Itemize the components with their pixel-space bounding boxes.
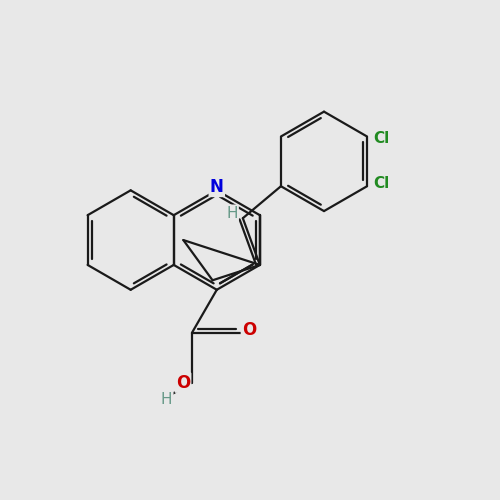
- Text: H: H: [226, 206, 237, 220]
- Text: O: O: [242, 322, 256, 340]
- Text: O: O: [176, 374, 190, 392]
- Text: N: N: [210, 178, 224, 196]
- Text: Cl: Cl: [373, 132, 389, 146]
- Text: Cl: Cl: [373, 176, 389, 191]
- Text: H: H: [161, 392, 172, 407]
